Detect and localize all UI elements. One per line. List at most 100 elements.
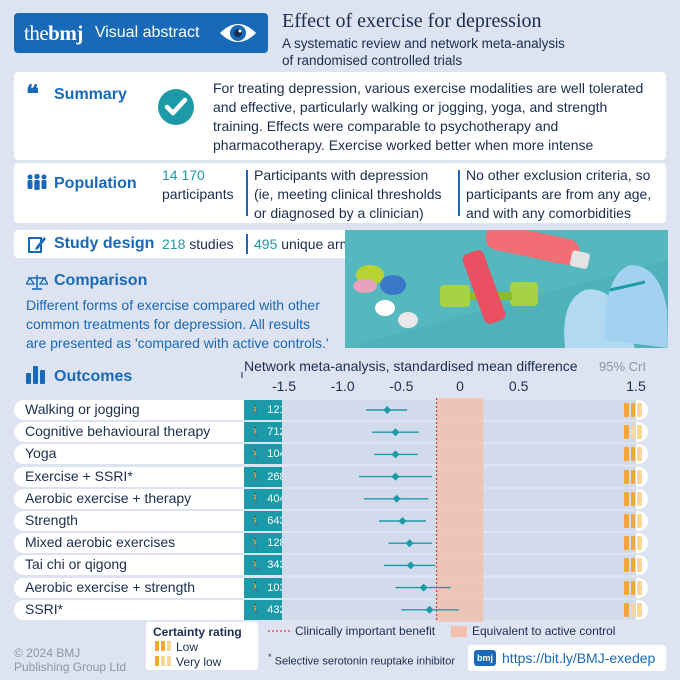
- certainty-low: [624, 469, 643, 484]
- certainty-very-low: [624, 425, 643, 440]
- plot-band: [282, 511, 636, 531]
- plot-band: [282, 533, 636, 554]
- exercise-illustration: [345, 230, 668, 348]
- certainty-title: Certainty rating: [153, 625, 242, 639]
- participant-count: 712: [267, 426, 286, 439]
- pencil-icon: [28, 237, 46, 253]
- person-icon: 🚶: [250, 537, 262, 548]
- comparison-text: Different forms of exercise compared wit…: [26, 297, 329, 351]
- participant-count: 432: [267, 603, 286, 616]
- outcome-label: Aerobic exercise + strength: [25, 578, 196, 595]
- outcome-label: Tai chi or qigong: [25, 556, 127, 573]
- bmj-logo-icon: bmj: [474, 650, 497, 666]
- certainty-low: [624, 536, 643, 551]
- divider: [246, 234, 248, 254]
- person-icon: 🚶: [250, 559, 262, 570]
- outcome-row: SSRI* 🚶 432: [14, 599, 648, 620]
- check-circle-icon: [158, 89, 194, 125]
- axis-left-tick: [241, 372, 243, 378]
- bar-chart-icon: [26, 366, 45, 384]
- person-icon: 🚶: [250, 515, 262, 526]
- participant-count: 404: [267, 492, 286, 505]
- people-icon: [27, 174, 47, 190]
- certainty-low: [624, 447, 643, 462]
- bmj-link[interactable]: bmj https://bit.ly/BMJ-exedep: [468, 645, 666, 671]
- certainty-low: [624, 491, 643, 506]
- population-criteria: Participants with depression (ie, meetin…: [254, 167, 442, 221]
- ci-label: 95% CrI: [599, 359, 646, 374]
- plot-band: [282, 422, 636, 443]
- outcome-label: Strength: [25, 512, 78, 528]
- person-icon: 🚶: [250, 471, 262, 482]
- scales-icon: [26, 275, 48, 290]
- person-icon: 🚶: [250, 582, 262, 593]
- certainty-very-low-label: Very low: [176, 655, 222, 669]
- outcome-label: Cognitive behavioural therapy: [25, 423, 211, 440]
- outcome-row: Aerobic exercise + strength 🚶 1036: [14, 577, 648, 598]
- certainty-low: [624, 514, 643, 528]
- certainty-low-swatch: [155, 641, 171, 651]
- arms-count: 495 unique arms: [254, 236, 359, 252]
- certainty-very-low-swatch: [155, 656, 171, 666]
- study-design-label: Study design: [54, 235, 155, 252]
- person-icon: 🚶: [250, 448, 262, 459]
- certainty-very-low: [624, 602, 643, 617]
- outcome-row: Exercise + SSRI* 🚶 268: [14, 466, 648, 487]
- outcome-row: Strength 🚶 643: [14, 511, 648, 531]
- certainty-low: [624, 580, 643, 595]
- quote-icon: ❝: [26, 82, 39, 108]
- summary-label: Summary: [54, 86, 127, 103]
- outcome-label: Exercise + SSRI*: [25, 467, 133, 484]
- plot-band: [282, 488, 636, 509]
- divider: [246, 170, 248, 216]
- axis-tick-label: 0: [456, 378, 464, 394]
- outcome-label: Aerobic exercise + therapy: [25, 489, 192, 506]
- studies-count: 218 studies: [162, 236, 234, 252]
- plot-band: [282, 466, 636, 487]
- person-icon: 🚶: [250, 426, 262, 437]
- plot-band: [282, 444, 636, 465]
- participant-count: 343: [267, 559, 286, 572]
- population-label: Population: [54, 175, 137, 192]
- eye-icon: [220, 24, 256, 42]
- page-title: Effect of exercise for depression: [282, 10, 542, 32]
- outcome-label: Yoga: [25, 445, 57, 462]
- dumbbells: [440, 250, 538, 324]
- divider: [458, 170, 460, 216]
- brand-header: thebmj Visual abstract: [14, 13, 268, 53]
- participant-count: 14 170 participants: [162, 167, 234, 202]
- outcome-row: Mixed aerobic exercises 🚶 1286: [14, 533, 648, 554]
- comparison-label: Comparison: [54, 272, 148, 289]
- outcome-label: Walking or jogging: [25, 401, 140, 417]
- outcome-row: Aerobic exercise + therapy 🚶 404: [14, 488, 648, 509]
- outcome-row: Yoga 🚶 1047: [14, 444, 648, 465]
- equivalence-legend-label: Equivalent to active control: [472, 624, 616, 638]
- axis-tick-label: 1.5: [626, 378, 646, 394]
- participant-count: 643: [267, 515, 286, 527]
- outcomes-label: Outcomes: [54, 368, 133, 385]
- bmj-logo: thebmj: [24, 20, 83, 45]
- benefit-legend-label: Clinically important benefit: [295, 624, 436, 638]
- outcome-label: SSRI*: [25, 600, 64, 617]
- summary-panel: [14, 72, 666, 160]
- outcome-row: Walking or jogging 🚶 1210: [14, 400, 648, 420]
- visual-abstract-label: Visual abstract: [94, 24, 200, 41]
- certainty-low-label: Low: [176, 640, 199, 654]
- axis-title: Network meta-analysis, standardised mean…: [244, 358, 578, 374]
- pills: [353, 265, 418, 328]
- population-exclusions: No other exclusion criteria, so particip…: [466, 167, 652, 221]
- benefit-line-swatch: [268, 630, 290, 632]
- equivalence-swatch: [451, 626, 467, 637]
- study-design-panel: [14, 230, 380, 258]
- outcome-label: Mixed aerobic exercises: [25, 534, 176, 551]
- plot-band: [282, 400, 636, 420]
- plot-band: [282, 599, 636, 620]
- page-subtitle: A systematic review and network meta-ana…: [282, 36, 565, 68]
- population-panel: [14, 163, 666, 223]
- axis-tick-label: -0.5: [389, 378, 414, 394]
- certainty-low: [624, 403, 643, 417]
- certainty-low: [624, 558, 643, 573]
- outcome-row: Tai chi or qigong 🚶 343: [14, 555, 648, 576]
- sneakers: [564, 265, 668, 348]
- link-url[interactable]: https://bit.ly/BMJ-exedep: [502, 650, 656, 666]
